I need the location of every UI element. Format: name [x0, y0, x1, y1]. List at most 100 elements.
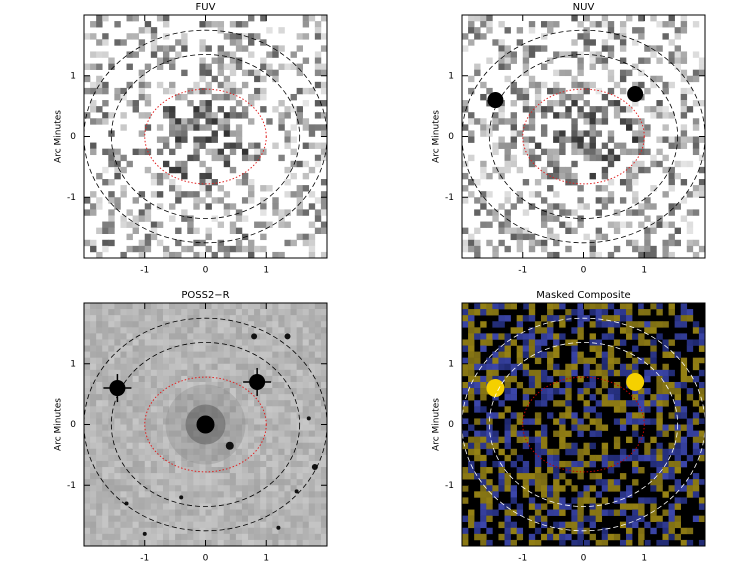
pixel [254, 430, 261, 437]
pixel [181, 309, 188, 316]
pixel [217, 369, 225, 377]
pixel [199, 388, 206, 395]
pixel [583, 491, 590, 498]
pixel [595, 321, 603, 328]
pixel [644, 106, 651, 113]
pixel [547, 209, 554, 216]
pixel [577, 142, 584, 149]
pixel [229, 460, 237, 468]
pixel [254, 333, 261, 340]
pixel [320, 351, 327, 358]
pixel [108, 345, 115, 352]
pixel [181, 473, 188, 480]
pixel [559, 130, 566, 137]
pixel [619, 27, 627, 34]
pixel [680, 363, 688, 371]
pixel [181, 418, 188, 425]
pixel [626, 148, 633, 156]
pixel [169, 333, 176, 340]
pixel [96, 381, 103, 389]
pixel [278, 442, 285, 450]
pixel [211, 460, 218, 468]
pixel [644, 388, 651, 395]
pixel [150, 539, 158, 546]
pixel [577, 357, 584, 365]
pixel [468, 112, 475, 119]
pixel [577, 148, 584, 156]
pixel [181, 430, 188, 437]
pixel [181, 381, 188, 389]
pixel [571, 497, 578, 504]
pixel [235, 539, 243, 546]
pixel [114, 197, 121, 204]
pixel [320, 327, 327, 334]
pixel [638, 497, 645, 504]
pixel [662, 191, 669, 198]
pixel [680, 160, 688, 168]
pixel [175, 436, 182, 444]
pixel [175, 394, 182, 401]
pixel [680, 112, 688, 119]
pixel [193, 239, 200, 247]
pixel [96, 448, 103, 456]
pixel [248, 93, 255, 101]
pixel [504, 303, 511, 310]
pixel [114, 321, 121, 328]
pixel [314, 209, 322, 216]
pixel [211, 57, 218, 64]
pixel [589, 39, 596, 46]
pixel [102, 412, 109, 419]
pixel [320, 87, 327, 95]
pixel [565, 172, 572, 180]
pixel [241, 81, 249, 89]
pixel [583, 388, 590, 395]
pixel [619, 39, 627, 46]
pixel [638, 436, 645, 444]
pixel [680, 436, 688, 444]
pixel [662, 375, 669, 383]
pixel [84, 112, 91, 119]
pixel [626, 333, 633, 340]
pixel [474, 63, 481, 70]
pixel [302, 406, 310, 413]
pixel [102, 100, 109, 107]
pixel [96, 75, 103, 83]
pixel [229, 339, 237, 346]
pixel [175, 375, 182, 383]
pixel [607, 69, 615, 77]
pixel [534, 436, 542, 444]
pixel [96, 473, 103, 480]
pixel [90, 442, 97, 450]
pixel [559, 509, 566, 516]
pixel [84, 375, 91, 383]
pixel [619, 179, 627, 186]
pixel [595, 351, 603, 358]
pixel [296, 345, 303, 352]
pixel [607, 533, 615, 541]
pixel [565, 369, 572, 377]
pixel [278, 112, 285, 119]
pixel [540, 197, 548, 204]
pixel [553, 154, 560, 162]
pixel [241, 375, 249, 383]
pixel [132, 375, 139, 383]
pixel [114, 357, 121, 365]
pixel [698, 345, 705, 352]
pixel [156, 321, 164, 328]
pixel [138, 521, 146, 529]
pixel [90, 63, 97, 70]
pixel [217, 124, 225, 131]
pixel [102, 442, 109, 450]
pixel [668, 369, 675, 377]
pixel [668, 527, 675, 535]
pixel [96, 460, 103, 468]
pixel [492, 357, 499, 365]
pixel [480, 172, 487, 180]
pixel [235, 351, 243, 358]
pixel [102, 509, 109, 516]
pixel [260, 327, 267, 334]
pixel [126, 51, 133, 58]
pixel [650, 454, 657, 462]
pixel [486, 27, 493, 34]
pixel [193, 154, 200, 162]
